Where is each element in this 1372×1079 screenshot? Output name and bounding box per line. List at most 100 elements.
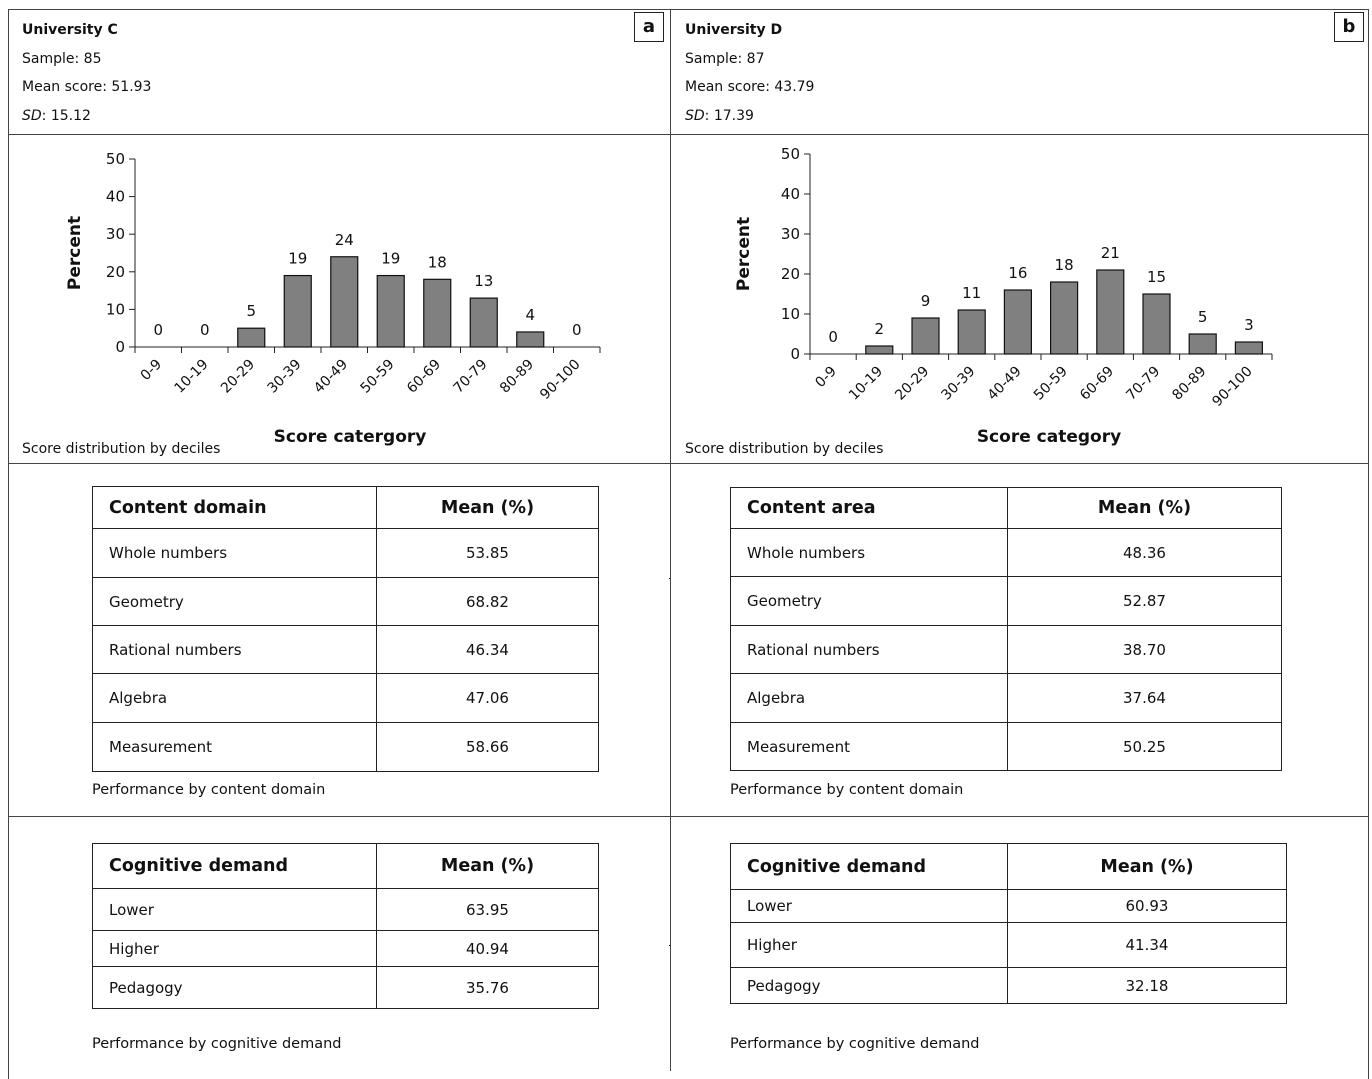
data-label: 5 xyxy=(246,302,256,320)
bar xyxy=(865,345,894,355)
row-label: Rational numbers xyxy=(92,625,377,674)
row-label: Higher xyxy=(730,922,1008,968)
chart-caption: Score distribution by deciles xyxy=(685,441,884,457)
standard-deviation: SD: 17.39 xyxy=(685,102,814,131)
bar xyxy=(283,274,312,348)
table-caption: Performance by content domain xyxy=(92,782,326,798)
table-caption: Performance by cognitive demand xyxy=(92,1036,342,1052)
table-row: Measurement 58.66 xyxy=(92,722,599,772)
data-label: 2 xyxy=(875,320,885,338)
data-label: 0 xyxy=(200,321,210,339)
data-label: 19 xyxy=(288,250,307,268)
row-value: 48.36 xyxy=(1007,528,1282,577)
row-label: Rational numbers xyxy=(730,625,1008,674)
row-label: Higher xyxy=(92,930,377,967)
y-tick-label: 10 xyxy=(781,305,800,323)
data-label: 21 xyxy=(1101,244,1120,262)
table-row: Higher 41.34 xyxy=(730,922,1287,968)
row-label: Lower xyxy=(730,889,1008,923)
sample-size: Sample: 85 xyxy=(22,50,102,67)
table-row: Algebra 37.64 xyxy=(730,673,1282,723)
data-label: 0 xyxy=(828,328,838,346)
data-label: 0 xyxy=(572,321,582,339)
row-value: 60.93 xyxy=(1007,889,1287,923)
sample-size: Sample: 87 xyxy=(685,50,765,67)
row-label: Pedagogy xyxy=(92,966,377,1009)
row-divider-chart xyxy=(8,463,1369,464)
y-tick-label: 0 xyxy=(115,338,125,356)
bar xyxy=(469,297,498,348)
table-row: Algebra 47.06 xyxy=(92,673,599,723)
table-row: Whole numbers 53.85 xyxy=(92,528,599,578)
table-caption: Performance by cognitive demand xyxy=(730,1036,980,1052)
bar xyxy=(1188,333,1217,355)
x-tick-label: 60-69 xyxy=(1077,364,1117,404)
bar xyxy=(516,331,545,348)
column-header: Cognitive demand xyxy=(92,843,377,889)
data-label: 4 xyxy=(525,306,535,324)
column-header: Mean (%) xyxy=(1007,843,1287,890)
y-tick-label: 20 xyxy=(781,265,800,283)
data-label: 5 xyxy=(1198,308,1208,326)
table-row: Geometry 68.82 xyxy=(92,577,599,626)
table-row: Whole numbers 48.36 xyxy=(730,528,1282,577)
x-tick-label: 20-29 xyxy=(892,364,932,404)
y-axis-title: Percent xyxy=(65,216,85,290)
cognitive-demand-table: Cognitive demand Mean (%) Lower 63.95 Hig… xyxy=(92,843,599,1009)
data-label: 18 xyxy=(428,253,447,271)
bar xyxy=(1096,269,1125,355)
bar xyxy=(423,278,452,348)
row-value: 35.76 xyxy=(376,966,599,1009)
row-label: Geometry xyxy=(730,576,1008,626)
data-label: 9 xyxy=(921,292,931,310)
x-tick-label: 10-19 xyxy=(846,364,886,404)
data-label: 13 xyxy=(474,272,493,290)
x-axis-title: Score category xyxy=(977,427,1121,447)
row-label: Measurement xyxy=(730,722,1008,771)
y-tick-label: 0 xyxy=(790,345,800,363)
row-value: 38.70 xyxy=(1007,625,1282,674)
y-tick-label: 40 xyxy=(781,185,800,203)
column-header: Content domain xyxy=(92,486,377,529)
x-tick-label: 90-100 xyxy=(1209,364,1255,410)
x-tick-label: 40-49 xyxy=(985,364,1025,404)
row-value: 58.66 xyxy=(376,722,599,772)
university-name: University D xyxy=(685,22,783,38)
data-label: 3 xyxy=(1244,316,1254,334)
data-label: 11 xyxy=(962,284,981,302)
bar xyxy=(1049,281,1079,355)
y-tick-label: 10 xyxy=(106,300,125,318)
row-label: Lower xyxy=(92,888,377,931)
sd-value: : 15.12 xyxy=(41,107,91,124)
y-tick-label: 30 xyxy=(781,225,800,243)
data-label: 18 xyxy=(1055,256,1074,274)
content-area-table: Content area Mean (%) Whole numbers 48.36… xyxy=(730,487,1282,771)
bar xyxy=(911,317,940,355)
row-value: 46.34 xyxy=(376,625,599,674)
x-tick-label: 70-79 xyxy=(1123,364,1163,404)
sd-label: SD xyxy=(22,107,42,124)
y-tick-label: 50 xyxy=(106,150,125,168)
data-label: 24 xyxy=(335,231,354,249)
standard-deviation: SD: 15.12 xyxy=(22,102,151,131)
score-distribution-chart-b: 0 10 20 30 40 50 0 2 9 11 16 18 21 15 5 3 0-9 10-19 20-29 3… xyxy=(734,145,1273,447)
row-label: Measurement xyxy=(92,722,377,772)
bar xyxy=(1142,293,1171,355)
mean-score: Mean score: 51.93 xyxy=(22,79,152,95)
panel-b-info: University D Sample: 87 Mean score: 43.7… xyxy=(685,16,814,130)
divider-tick xyxy=(669,945,670,946)
row-label: Pedagogy xyxy=(730,967,1008,1004)
sd-value: : 17.39 xyxy=(704,107,754,124)
chart-caption: Score distribution by deciles xyxy=(22,441,221,457)
row-label: Whole numbers xyxy=(92,528,377,578)
x-tick-label: 80-89 xyxy=(1169,364,1209,404)
panel-badge: b xyxy=(1334,12,1364,42)
row-label: Whole numbers xyxy=(730,528,1008,577)
row-value: 63.95 xyxy=(376,888,599,931)
panel-a-info: University C Sample: 85 Mean score: 51.9… xyxy=(22,16,151,130)
row-value: 47.06 xyxy=(376,673,599,723)
row-value: 32.18 xyxy=(1007,967,1287,1004)
data-label: 0 xyxy=(153,321,163,339)
mean-score: Mean score: 43.79 xyxy=(685,79,815,95)
